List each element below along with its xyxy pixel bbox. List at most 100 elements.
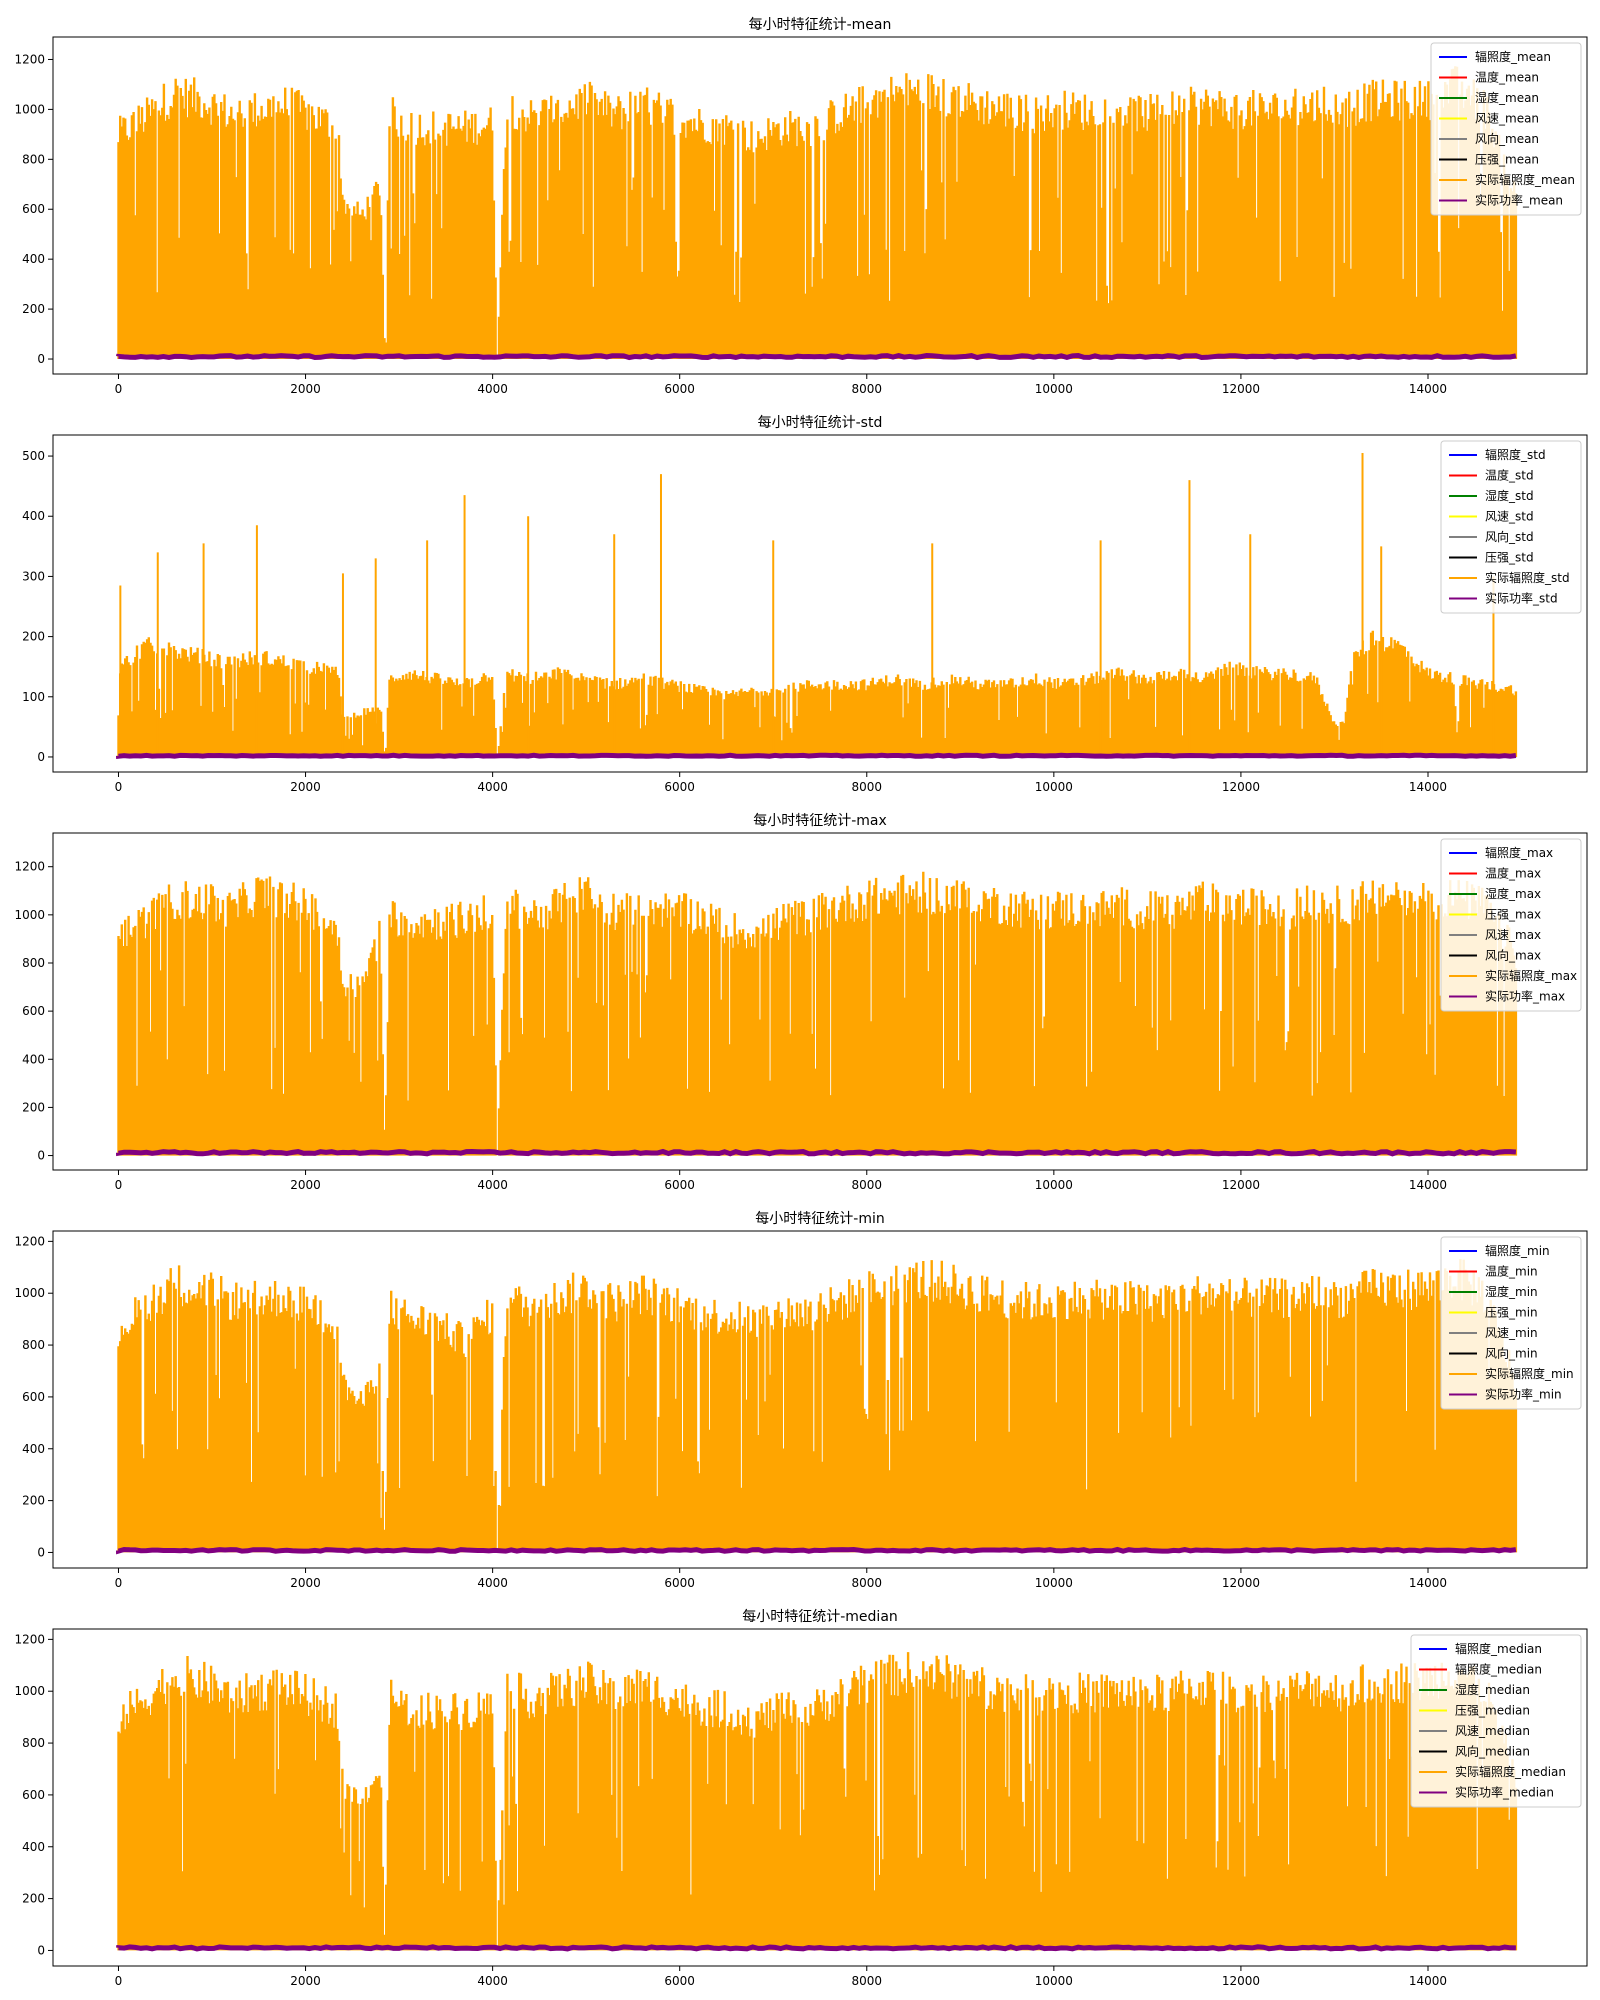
y-tick-label: 200 bbox=[22, 1100, 45, 1114]
y-tick-label: 1200 bbox=[14, 860, 45, 874]
plot-area-4 bbox=[116, 1652, 1518, 1952]
legend-entry: 风向_max bbox=[1485, 948, 1541, 963]
legend-entry: 实际辐照度_median bbox=[1455, 1764, 1566, 1779]
legend-entry: 实际辐照度_max bbox=[1485, 968, 1577, 983]
legend-entry: 辐照度_min bbox=[1485, 1243, 1550, 1258]
y-tick-label: 1000 bbox=[14, 102, 45, 116]
x-tick-label: 14000 bbox=[1409, 382, 1447, 396]
series-line-actual-irradiance bbox=[117, 1259, 1518, 1553]
x-tick-label: 8000 bbox=[851, 1576, 882, 1590]
y-tick-label: 200 bbox=[22, 1494, 45, 1508]
x-tick-label: 6000 bbox=[664, 1178, 695, 1192]
x-tick-label: 4000 bbox=[477, 1178, 508, 1192]
series-line-actual-power bbox=[116, 352, 1517, 361]
legend-entry: 实际辐照度_min bbox=[1485, 1366, 1574, 1381]
y-tick-label: 0 bbox=[37, 352, 45, 366]
y-tick-label: 200 bbox=[22, 1892, 45, 1906]
chart-panel-0: 0 2000 4000 6000 8000 10000 12000 14000 0 200 400 6… bbox=[14, 17, 1588, 396]
legend-entry: 风速_std bbox=[1485, 510, 1534, 524]
legend-1: 辐照度_std 温度_std 湿度_std 风速_std 风向_std 压强_std 实际辐… bbox=[1440, 440, 1582, 614]
y-tick-label: 200 bbox=[22, 302, 45, 316]
legend-entry: 辐照度_median bbox=[1455, 1641, 1542, 1656]
series-line-actual-irradiance bbox=[117, 630, 1518, 757]
y-tick-label: 200 bbox=[22, 630, 45, 644]
y-tick-label: 0 bbox=[37, 1149, 45, 1163]
legend-entry: 温度_max bbox=[1485, 866, 1541, 881]
chart-panel-1: 0 2000 4000 6000 8000 10000 12000 14000 0 100 200 3… bbox=[22, 415, 1588, 794]
y-tick-label: 400 bbox=[22, 1052, 45, 1066]
y-tick-label: 600 bbox=[22, 1004, 45, 1018]
legend-entry: 压强_max bbox=[1485, 908, 1541, 922]
axes-frame-4 bbox=[52, 1628, 1588, 1967]
y-tick-label: 600 bbox=[22, 1390, 45, 1404]
y-tick-label: 1000 bbox=[14, 1286, 45, 1300]
x-tick-label: 12000 bbox=[1222, 1974, 1260, 1988]
series-line-actual-power bbox=[115, 1148, 1517, 1157]
series-line-actual-power bbox=[115, 752, 1517, 759]
x-tick-label: 2000 bbox=[290, 780, 321, 794]
x-tick-label: 0 bbox=[115, 780, 123, 794]
x-tick-label: 8000 bbox=[851, 382, 882, 396]
x-tick-label: 10000 bbox=[1035, 1974, 1073, 1988]
x-tick-label: 12000 bbox=[1222, 1576, 1260, 1590]
legend-entry: 实际辐照度_std bbox=[1485, 570, 1570, 585]
legend-entry: 湿度_max bbox=[1485, 886, 1541, 901]
x-tick-label: 2000 bbox=[290, 1974, 321, 1988]
chart-title: 每小时特征统计-max bbox=[753, 813, 887, 829]
legend-entry: 辐照度_max bbox=[1485, 845, 1553, 860]
legend-entry: 风向_median bbox=[1455, 1744, 1530, 1759]
legend-entry: 压强_min bbox=[1485, 1306, 1538, 1320]
x-tick-label: 4000 bbox=[477, 1974, 508, 1988]
legend-entry: 辐照度_mean bbox=[1475, 49, 1551, 64]
chart-title: 每小时特征统计-median bbox=[742, 1609, 898, 1625]
axes-frame-2 bbox=[52, 832, 1588, 1171]
legend-box bbox=[1430, 42, 1582, 216]
legend-box bbox=[1440, 838, 1582, 1012]
legend-entry: 风向_mean bbox=[1475, 131, 1539, 146]
legend-entry: 辐照度_std bbox=[1485, 447, 1546, 462]
chart-title: 每小时特征统计-std bbox=[758, 415, 883, 431]
legend-entry: 实际功率_max bbox=[1485, 989, 1565, 1004]
y-tick-label: 1000 bbox=[14, 1684, 45, 1698]
y-tick-label: 1200 bbox=[14, 1632, 45, 1646]
x-tick-label: 14000 bbox=[1409, 1974, 1447, 1988]
x-tick-label: 14000 bbox=[1409, 1576, 1447, 1590]
legend-entry: 湿度_std bbox=[1485, 488, 1534, 503]
legend-entry: 湿度_median bbox=[1455, 1682, 1530, 1697]
series-line-actual-irradiance bbox=[117, 66, 1518, 359]
chart-panel-4: 0 2000 4000 6000 8000 10000 12000 14000 0 200 400 6… bbox=[14, 1609, 1588, 1988]
y-tick-label: 400 bbox=[22, 1840, 45, 1854]
series-line-actual-irradiance bbox=[117, 871, 1518, 1156]
x-tick-label: 2000 bbox=[290, 382, 321, 396]
legend-entry: 实际辐照度_mean bbox=[1475, 172, 1575, 187]
legend-box bbox=[1410, 1634, 1582, 1808]
x-tick-label: 14000 bbox=[1409, 1178, 1447, 1192]
legend-box bbox=[1440, 1236, 1582, 1410]
legend-entry: 风速_mean bbox=[1475, 112, 1539, 126]
x-tick-label: 12000 bbox=[1222, 780, 1260, 794]
y-tick-label: 400 bbox=[22, 509, 45, 523]
legend-entry: 实际功率_std bbox=[1485, 591, 1558, 606]
axes-frame-3 bbox=[52, 1230, 1588, 1569]
legend-entry: 实际功率_mean bbox=[1475, 193, 1563, 208]
legend-box bbox=[1440, 440, 1582, 614]
legend-entry: 温度_mean bbox=[1475, 70, 1539, 85]
y-tick-label: 300 bbox=[22, 569, 45, 583]
y-tick-label: 500 bbox=[22, 449, 45, 463]
x-tick-label: 12000 bbox=[1222, 382, 1260, 396]
legend-2: 辐照度_max 温度_max 湿度_max 压强_max 风速_max 风向_max 实际辐… bbox=[1440, 838, 1582, 1012]
y-tick-label: 800 bbox=[22, 1338, 45, 1352]
legend-entry: 压强_mean bbox=[1475, 153, 1539, 167]
x-tick-label: 0 bbox=[115, 1178, 123, 1192]
series-line-actual-power bbox=[116, 1944, 1516, 1952]
x-tick-label: 0 bbox=[115, 382, 123, 396]
plot-area-1 bbox=[115, 453, 1518, 759]
x-tick-label: 10000 bbox=[1035, 382, 1073, 396]
x-tick-label: 12000 bbox=[1222, 1178, 1260, 1192]
x-tick-label: 8000 bbox=[851, 1974, 882, 1988]
legend-entry: 温度_std bbox=[1485, 468, 1534, 483]
x-tick-label: 2000 bbox=[290, 1178, 321, 1192]
x-tick-label: 6000 bbox=[664, 1576, 695, 1590]
legend-entry: 风速_min bbox=[1485, 1326, 1538, 1340]
